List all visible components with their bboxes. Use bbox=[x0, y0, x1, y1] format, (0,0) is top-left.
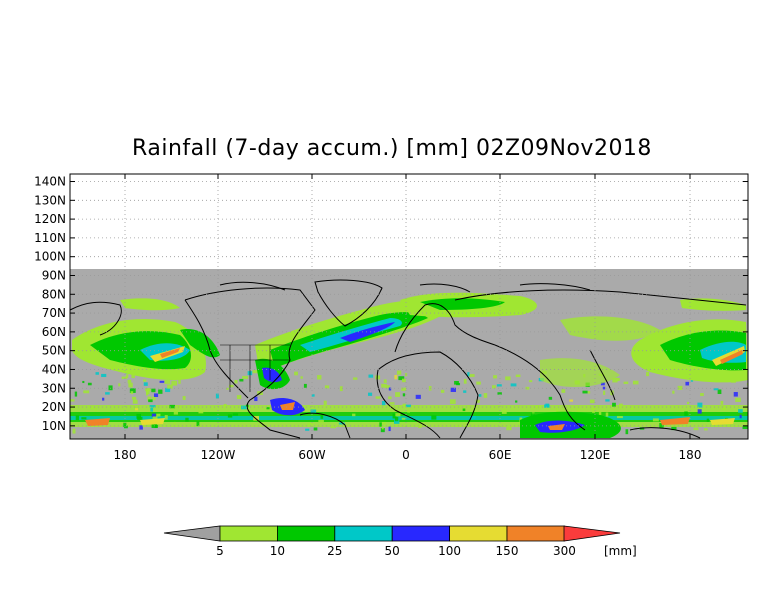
colorbar-tick-label: 300 bbox=[553, 544, 576, 558]
lon-tick-label: 60E bbox=[489, 448, 512, 462]
colorbar-above-triangle bbox=[563, 525, 621, 542]
colorbar-tick-label: 5 bbox=[216, 544, 224, 558]
axis-ticks: 140N 130N 120N 110N 100N 90N 80N 70N 60N 50N 40N 30… bbox=[34, 174, 748, 462]
colorbar-swatch bbox=[276, 525, 336, 542]
colorbar-swatch bbox=[506, 525, 565, 542]
colorbar-tick-label: 150 bbox=[496, 544, 519, 558]
map-title: Rainfall (7-day accum.) [mm] 02Z09Nov201… bbox=[132, 136, 652, 161]
colorbar-below-triangle bbox=[163, 525, 221, 542]
lon-tick-label: 180 bbox=[679, 448, 702, 462]
lat-tick-label: 80N bbox=[42, 287, 66, 301]
colorbar-swatch bbox=[391, 525, 451, 542]
lon-tick-label: 120E bbox=[580, 448, 611, 462]
map-plot-area: 140N 130N 120N 110N 100N 90N 80N 70N 60N 50N 40N 30… bbox=[34, 173, 749, 462]
rainfall-field bbox=[70, 292, 748, 438]
lon-tick-label: 0 bbox=[402, 448, 410, 462]
lat-tick-label: 10N bbox=[42, 419, 66, 433]
graticule bbox=[70, 174, 748, 439]
colorbar-swatch bbox=[449, 525, 508, 542]
colorbar-tick-label: 100 bbox=[438, 544, 461, 558]
plot-frame bbox=[69, 173, 749, 440]
colorbar-tick-label: 25 bbox=[327, 544, 342, 558]
colorbar-swatch bbox=[334, 525, 393, 542]
colorbar-tick-label: 10 bbox=[270, 544, 285, 558]
lat-tick-label: 130N bbox=[34, 193, 66, 207]
lat-tick-label: 100N bbox=[34, 250, 66, 264]
lat-tick-label: 120N bbox=[34, 212, 66, 226]
lat-tick-label: 40N bbox=[42, 362, 66, 376]
lon-tick-label: 60W bbox=[298, 448, 325, 462]
lat-tick-label: 90N bbox=[42, 268, 66, 282]
lat-tick-label: 20N bbox=[42, 400, 66, 414]
lat-tick-label: 30N bbox=[42, 381, 66, 395]
lat-tick-label: 110N bbox=[34, 231, 66, 245]
lon-tick-label: 180 bbox=[114, 448, 137, 462]
lat-tick-label: 50N bbox=[42, 344, 66, 358]
colorbar-unit: [mm] bbox=[604, 544, 637, 558]
colorbar-tick-label: 50 bbox=[385, 544, 400, 558]
lon-tick-label: 120W bbox=[201, 448, 236, 462]
lat-tick-label: 140N bbox=[34, 175, 66, 189]
lat-tick-label: 70N bbox=[42, 306, 66, 320]
colorbar: 5 10 25 50 100 150 300 [mm] bbox=[163, 525, 637, 558]
lat-tick-label: 60N bbox=[42, 325, 66, 339]
coastlines bbox=[70, 279, 747, 439]
colorbar-swatch bbox=[219, 525, 278, 542]
